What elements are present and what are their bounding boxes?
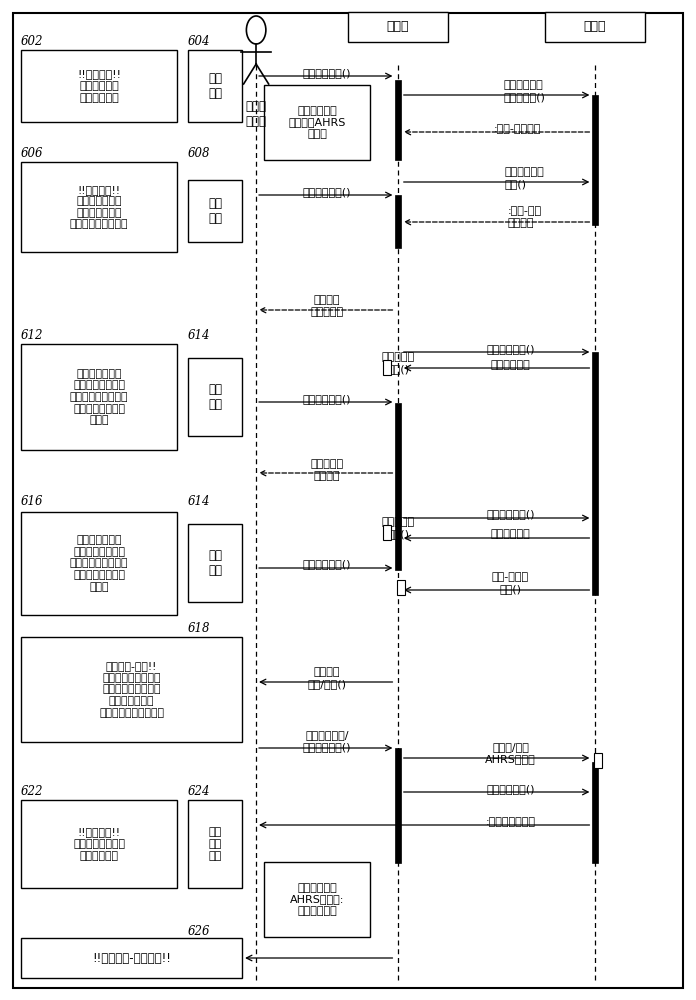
Text: 624: 624 bbox=[188, 785, 210, 798]
Text: 退出校准模式(): 退出校准模式() bbox=[487, 784, 535, 794]
Text: 604: 604 bbox=[188, 35, 210, 48]
Text: :改变至正常模式: :改变至正常模式 bbox=[486, 817, 535, 827]
Text: !!校准成功!!
按下开始正常模式
以操作起重机: !!校准成功!! 按下开始正常模式 以操作起重机 bbox=[73, 827, 125, 861]
Bar bbox=[383, 360, 391, 375]
Text: 614: 614 bbox=[188, 329, 210, 342]
Bar bbox=[395, 403, 401, 570]
Text: 操纵
完成: 操纵 完成 bbox=[208, 549, 222, 577]
Text: 602: 602 bbox=[21, 35, 43, 48]
Text: 起重机
操作员: 起重机 操作员 bbox=[246, 100, 267, 128]
Bar bbox=[188, 358, 242, 436]
Text: 606: 606 bbox=[21, 147, 43, 160]
Bar bbox=[188, 800, 242, 888]
Text: 校准模式中的
传感器和AHRS
滤波器: 校准模式中的 传感器和AHRS 滤波器 bbox=[289, 106, 346, 139]
Bar bbox=[188, 180, 242, 242]
Bar bbox=[188, 524, 242, 602]
Bar bbox=[383, 525, 391, 540]
Text: 校准-后处理
完成(): 校准-后处理 完成() bbox=[492, 572, 529, 594]
Text: 开始
正常
模式: 开始 正常 模式 bbox=[208, 827, 222, 861]
Text: 传感器: 传感器 bbox=[584, 20, 606, 33]
Text: !!发起校准!!
按下开始操纵以
发起起重机操纵
等待进一步的指令。: !!发起校准!! 按下开始操纵以 发起起重机操纵 等待进一步的指令。 bbox=[70, 185, 129, 229]
Text: 操纵
完成: 操纵 完成 bbox=[208, 383, 222, 411]
Text: 记录结束位置(): 记录结束位置() bbox=[487, 509, 535, 519]
Bar bbox=[592, 762, 598, 863]
Bar bbox=[264, 85, 370, 160]
Text: 按下开始校准(): 按下开始校准() bbox=[303, 68, 351, 78]
Text: 指示校准
成功/失败(): 指示校准 成功/失败() bbox=[308, 667, 347, 689]
Bar bbox=[21, 800, 177, 888]
Bar bbox=[21, 50, 177, 122]
Text: 初始化/调准
AHRS滤波器: 初始化/调准 AHRS滤波器 bbox=[485, 742, 536, 764]
Text: 614: 614 bbox=[188, 495, 210, 508]
Bar bbox=[21, 938, 242, 978]
Text: 确认结束位置: 确认结束位置 bbox=[491, 360, 530, 370]
Text: 正常模式中的
AHRS滤波器:
指示正常模式: 正常模式中的 AHRS滤波器: 指示正常模式 bbox=[290, 883, 345, 916]
Text: 执行逆时针
操纵(): 执行逆时针 操纵() bbox=[381, 517, 415, 539]
Text: !!需要校准!!
按下开始校准
以发起校准。: !!需要校准!! 按下开始校准 以发起校准。 bbox=[77, 69, 121, 103]
Text: !!正常模式-校准有效!!: !!正常模式-校准有效!! bbox=[92, 952, 171, 964]
Bar bbox=[188, 50, 242, 122]
Text: 按下结束校准/
重新开始校准(): 按下结束校准/ 重新开始校准() bbox=[303, 730, 351, 752]
Bar bbox=[397, 580, 405, 595]
Bar bbox=[395, 80, 401, 160]
Text: 记录结束位置(): 记录结束位置() bbox=[487, 344, 535, 354]
Text: 执行顺时针操纵
沿顺时针方向回转
或旋转起重机吊杆。
在结束时按下操纵
完成。: 执行顺时针操纵 沿顺时针方向回转 或旋转起重机吊杆。 在结束时按下操纵 完成。 bbox=[70, 369, 129, 425]
Text: 618: 618 bbox=[188, 622, 210, 635]
Text: :确认-校准模式: :确认-校准模式 bbox=[493, 124, 541, 134]
Bar bbox=[264, 862, 370, 937]
Text: 确认结束位置: 确认结束位置 bbox=[491, 529, 530, 539]
Text: 616: 616 bbox=[21, 495, 43, 508]
Bar bbox=[348, 12, 448, 42]
Text: 执行逆时针操纵
沿逆时针方向回转
或旋转起重机吊杆。
在结束时按下操纵
完成。: 执行逆时针操纵 沿逆时针方向回转 或旋转起重机吊杆。 在结束时按下操纵 完成。 bbox=[70, 535, 129, 592]
Text: :确认-开始
校准操纵: :确认-开始 校准操纵 bbox=[507, 206, 541, 228]
Text: 开始
校准: 开始 校准 bbox=[208, 72, 222, 100]
Bar bbox=[395, 195, 401, 248]
Bar bbox=[21, 637, 242, 742]
Text: 622: 622 bbox=[21, 785, 43, 798]
Bar bbox=[594, 753, 602, 768]
Text: 指示开始
起重机操纵: 指示开始 起重机操纵 bbox=[310, 295, 344, 317]
Text: 指示开始起
重机移动: 指示开始起 重机移动 bbox=[310, 459, 344, 481]
Text: 记录校准开始
位置(): 记录校准开始 位置() bbox=[505, 167, 544, 189]
Text: 按下开始操纵(): 按下开始操纵() bbox=[303, 187, 351, 197]
Bar bbox=[545, 12, 645, 42]
Text: 开始
操纵: 开始 操纵 bbox=[208, 197, 222, 225]
Bar bbox=[21, 162, 177, 252]
Bar bbox=[21, 512, 177, 615]
Bar bbox=[21, 344, 177, 450]
Text: 执行顺时针
操纵(): 执行顺时针 操纵() bbox=[381, 352, 415, 374]
Bar bbox=[395, 748, 401, 863]
Text: 处理器: 处理器 bbox=[387, 20, 409, 33]
Bar bbox=[592, 352, 598, 595]
Text: 请求校准模式
中的传感器(): 请求校准模式 中的传感器() bbox=[503, 80, 546, 102]
Text: 执行校准-等待!!
等待进一步的指令。
不回转起重机吊杆、
移动线缆吊运车
或移动线缆带钩滑车。: 执行校准-等待!! 等待进一步的指令。 不回转起重机吊杆、 移动线缆吊运车 或移… bbox=[99, 661, 164, 718]
Text: 612: 612 bbox=[21, 329, 43, 342]
Text: 608: 608 bbox=[188, 147, 210, 160]
Text: 626: 626 bbox=[188, 925, 210, 938]
Text: 按下操纵完成(): 按下操纵完成() bbox=[303, 559, 351, 569]
Text: 按下操纵完成(): 按下操纵完成() bbox=[303, 394, 351, 404]
Bar bbox=[592, 95, 598, 225]
